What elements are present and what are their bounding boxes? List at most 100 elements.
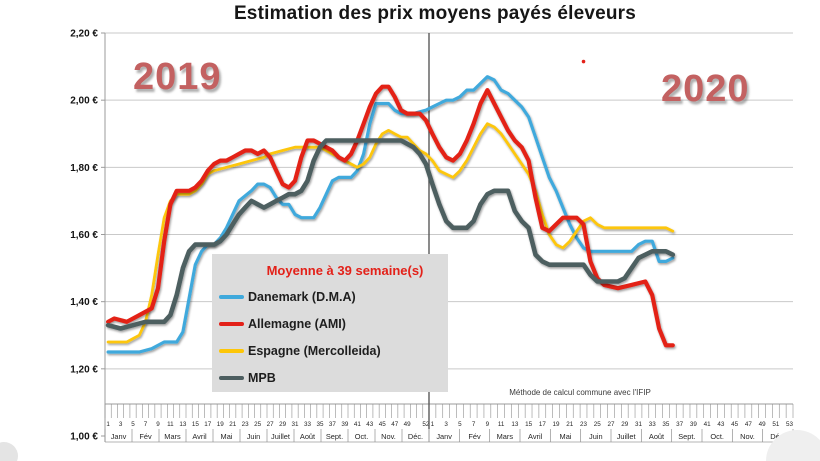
month-label: Juillet — [271, 432, 290, 441]
month-label: Janv — [111, 432, 127, 441]
legend-item-danemark-d-m-a: Danemark (D.M.A) — [212, 283, 448, 310]
stray-data-dot — [581, 59, 586, 64]
week-label: 43 — [717, 421, 725, 428]
year-label-2020: 2020 — [661, 68, 750, 110]
week-label: 39 — [690, 421, 698, 428]
week-label: 35 — [662, 421, 670, 428]
week-label: 21 — [229, 421, 237, 428]
month-label: Nov. — [381, 432, 396, 441]
week-label: 27 — [267, 421, 275, 428]
week-label: 23 — [242, 421, 250, 428]
month-label: Fév — [139, 432, 152, 441]
week-label: 41 — [354, 421, 362, 428]
week-label: 7 — [144, 421, 148, 428]
week-label: 52 — [422, 421, 430, 428]
week-label: 11 — [167, 421, 174, 428]
month-label: Mars — [497, 432, 514, 441]
month-label: Juin — [247, 432, 261, 441]
month-label: Août — [300, 432, 315, 441]
week-label: 15 — [525, 421, 533, 428]
week-label: 33 — [649, 421, 657, 428]
legend: Moyenne à 39 semaine(s) Danemark (D.M.A)… — [212, 254, 448, 392]
week-label: 7 — [472, 421, 476, 428]
week-label: 33 — [304, 421, 312, 428]
month-label: Mai — [560, 432, 572, 441]
month-label: Fév — [468, 432, 481, 441]
legend-title: Moyenne à 39 semaine(s) — [266, 263, 424, 278]
month-label: Sept. — [326, 432, 343, 441]
legend-item-espagne-mercolleida: Espagne (Mercolleida) — [212, 337, 448, 364]
week-label: 41 — [704, 421, 712, 428]
y-tick-label: 1,40 € — [70, 297, 98, 308]
month-label: Mars — [164, 432, 181, 441]
month-label: Nov. — [740, 432, 755, 441]
week-label: 13 — [179, 421, 187, 428]
y-tick-label: 1,60 € — [70, 230, 98, 241]
series-line-espagne-mercolleida — [106, 122, 675, 344]
week-label: 49 — [404, 421, 412, 428]
week-label: 49 — [759, 421, 767, 428]
week-label: 5 — [458, 421, 462, 428]
year-label-2019: 2019 — [133, 56, 222, 98]
series-line-allemagne-ami — [105, 84, 675, 348]
week-label: 19 — [553, 421, 561, 428]
y-tick-label: 1,20 € — [70, 364, 98, 375]
month-label: Sept. — [678, 432, 695, 441]
week-label: 27 — [607, 421, 615, 428]
y-tick-label: 2,00 € — [70, 96, 98, 107]
week-label: 23 — [580, 421, 588, 428]
week-label: 21 — [566, 421, 574, 428]
month-label: Août — [649, 432, 664, 441]
week-label: 53 — [786, 421, 794, 428]
month-label: Avril — [192, 432, 207, 441]
week-label: 3 — [444, 421, 448, 428]
y-tick-label: 2,20 € — [70, 29, 98, 40]
legend-item-label: MPB — [248, 370, 276, 385]
legend-item-label: Danemark (D.M.A) — [248, 289, 356, 304]
corner-decoration-left — [0, 442, 18, 461]
legend-item-label: Allemagne (AMI) — [248, 316, 346, 331]
month-label: Mai — [221, 432, 233, 441]
month-label: Juin — [589, 432, 603, 441]
y-tick-label: 1,00 € — [70, 432, 98, 443]
y-tick-label: 1,80 € — [70, 163, 98, 174]
legend-item-allemagne-ami: Allemagne (AMI) — [212, 310, 448, 337]
week-label: 25 — [254, 421, 262, 428]
week-label: 5 — [131, 421, 135, 428]
week-label: 37 — [676, 421, 684, 428]
legend-swatch-icon — [219, 321, 244, 326]
week-label: 9 — [156, 421, 160, 428]
page-title: Estimation des prix moyens payés éleveur… — [233, 3, 637, 24]
footnote: Méthode de calcul commune avec l'IFIP — [509, 388, 651, 397]
week-label: 3 — [119, 421, 123, 428]
legend-swatch-icon — [219, 294, 244, 299]
week-label: 51 — [772, 421, 780, 428]
week-label: 1 — [431, 421, 435, 428]
week-label: 45 — [379, 421, 387, 428]
month-label: Avril — [528, 432, 543, 441]
week-label: 35 — [316, 421, 324, 428]
month-label: Oct. — [710, 432, 724, 441]
month-label: Déc. — [408, 432, 423, 441]
week-label: 37 — [329, 421, 337, 428]
week-label: 39 — [341, 421, 349, 428]
month-label: Juillet — [617, 432, 636, 441]
month-label: Janv — [436, 432, 452, 441]
week-label: 45 — [731, 421, 739, 428]
week-label: 47 — [391, 421, 399, 428]
legend-items: Danemark (D.M.A) Allemagne (AMI) Espagne (… — [212, 283, 448, 391]
week-label: 47 — [745, 421, 753, 428]
legend-swatch-icon — [219, 348, 244, 353]
week-label: 19 — [217, 421, 225, 428]
week-label: 17 — [204, 421, 212, 428]
week-label: 29 — [621, 421, 629, 428]
week-label: 29 — [279, 421, 287, 428]
week-label: 13 — [511, 421, 519, 428]
legend-item-mpb: MPB — [212, 364, 448, 391]
series-line-danemark-d-m-a — [106, 75, 675, 354]
week-label: 1 — [106, 421, 110, 428]
legend-item-label: Espagne (Mercolleida) — [248, 343, 381, 358]
week-label: 25 — [594, 421, 602, 428]
month-label: Oct. — [355, 432, 369, 441]
